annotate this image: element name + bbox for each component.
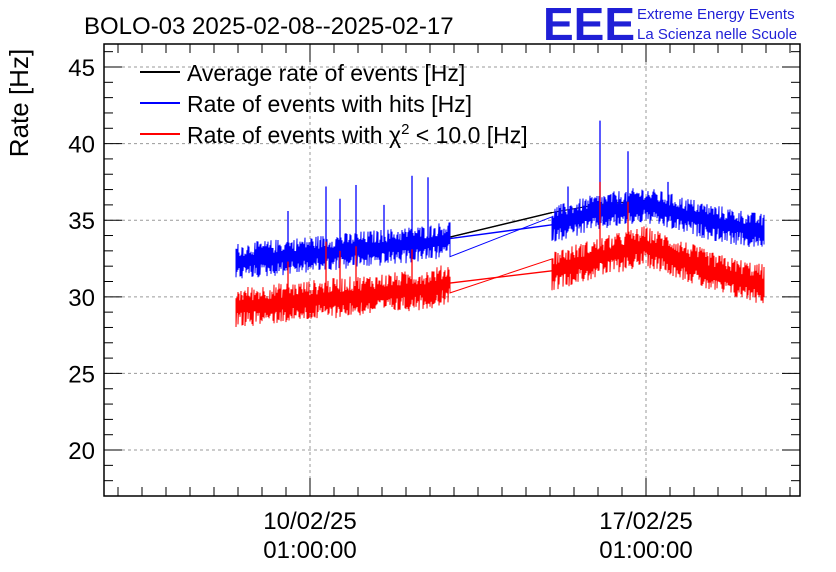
- logo-line-2: La Scienza nelle Scuole: [637, 26, 797, 43]
- y-tick-label: 25: [68, 361, 95, 388]
- grid: [104, 44, 800, 496]
- legend: Average rate of events [Hz] Rate of even…: [140, 60, 528, 148]
- y-tick-label: 30: [68, 285, 95, 312]
- series-layer: [235, 120, 765, 328]
- series-chi2: [235, 181, 765, 328]
- x-tick-label-time: 01:00:00: [599, 537, 692, 564]
- y-axis-label: Rate [Hz]: [4, 49, 34, 157]
- gap-connector-hits: [449, 224, 553, 240]
- chart-title: BOLO-03 2025-02-08--2025-02-17: [84, 13, 454, 40]
- plot-frame: [103, 43, 801, 497]
- legend-label-chi2: Rate of events with χ2 < 10.0 [Hz]: [187, 121, 528, 148]
- eee-logo: EEE: [543, 0, 635, 50]
- x-tick-label-time: 01:00:00: [263, 537, 356, 564]
- logo-line-1: Extreme Energy Events: [637, 6, 795, 23]
- axes: 20253035404510/02/2501:00:0017/02/2501:0…: [68, 43, 801, 564]
- series-trace-chi2: [235, 226, 765, 328]
- y-tick-label: 35: [68, 208, 95, 235]
- x-tick-label-date: 17/02/25: [599, 508, 692, 535]
- y-tick-label: 40: [68, 132, 95, 159]
- x-tick-label-date: 10/02/25: [263, 508, 356, 535]
- y-tick-label: 45: [68, 55, 95, 82]
- gap-connector-chi2: [449, 270, 553, 284]
- y-tick-label: 20: [68, 438, 95, 465]
- legend-label-average: Average rate of events [Hz]: [187, 60, 465, 86]
- series-hits: [235, 120, 765, 279]
- series-trace-hits: [235, 188, 765, 279]
- gap-connector-average: [449, 211, 553, 238]
- legend-label-hits: Rate of events with hits [Hz]: [187, 91, 472, 117]
